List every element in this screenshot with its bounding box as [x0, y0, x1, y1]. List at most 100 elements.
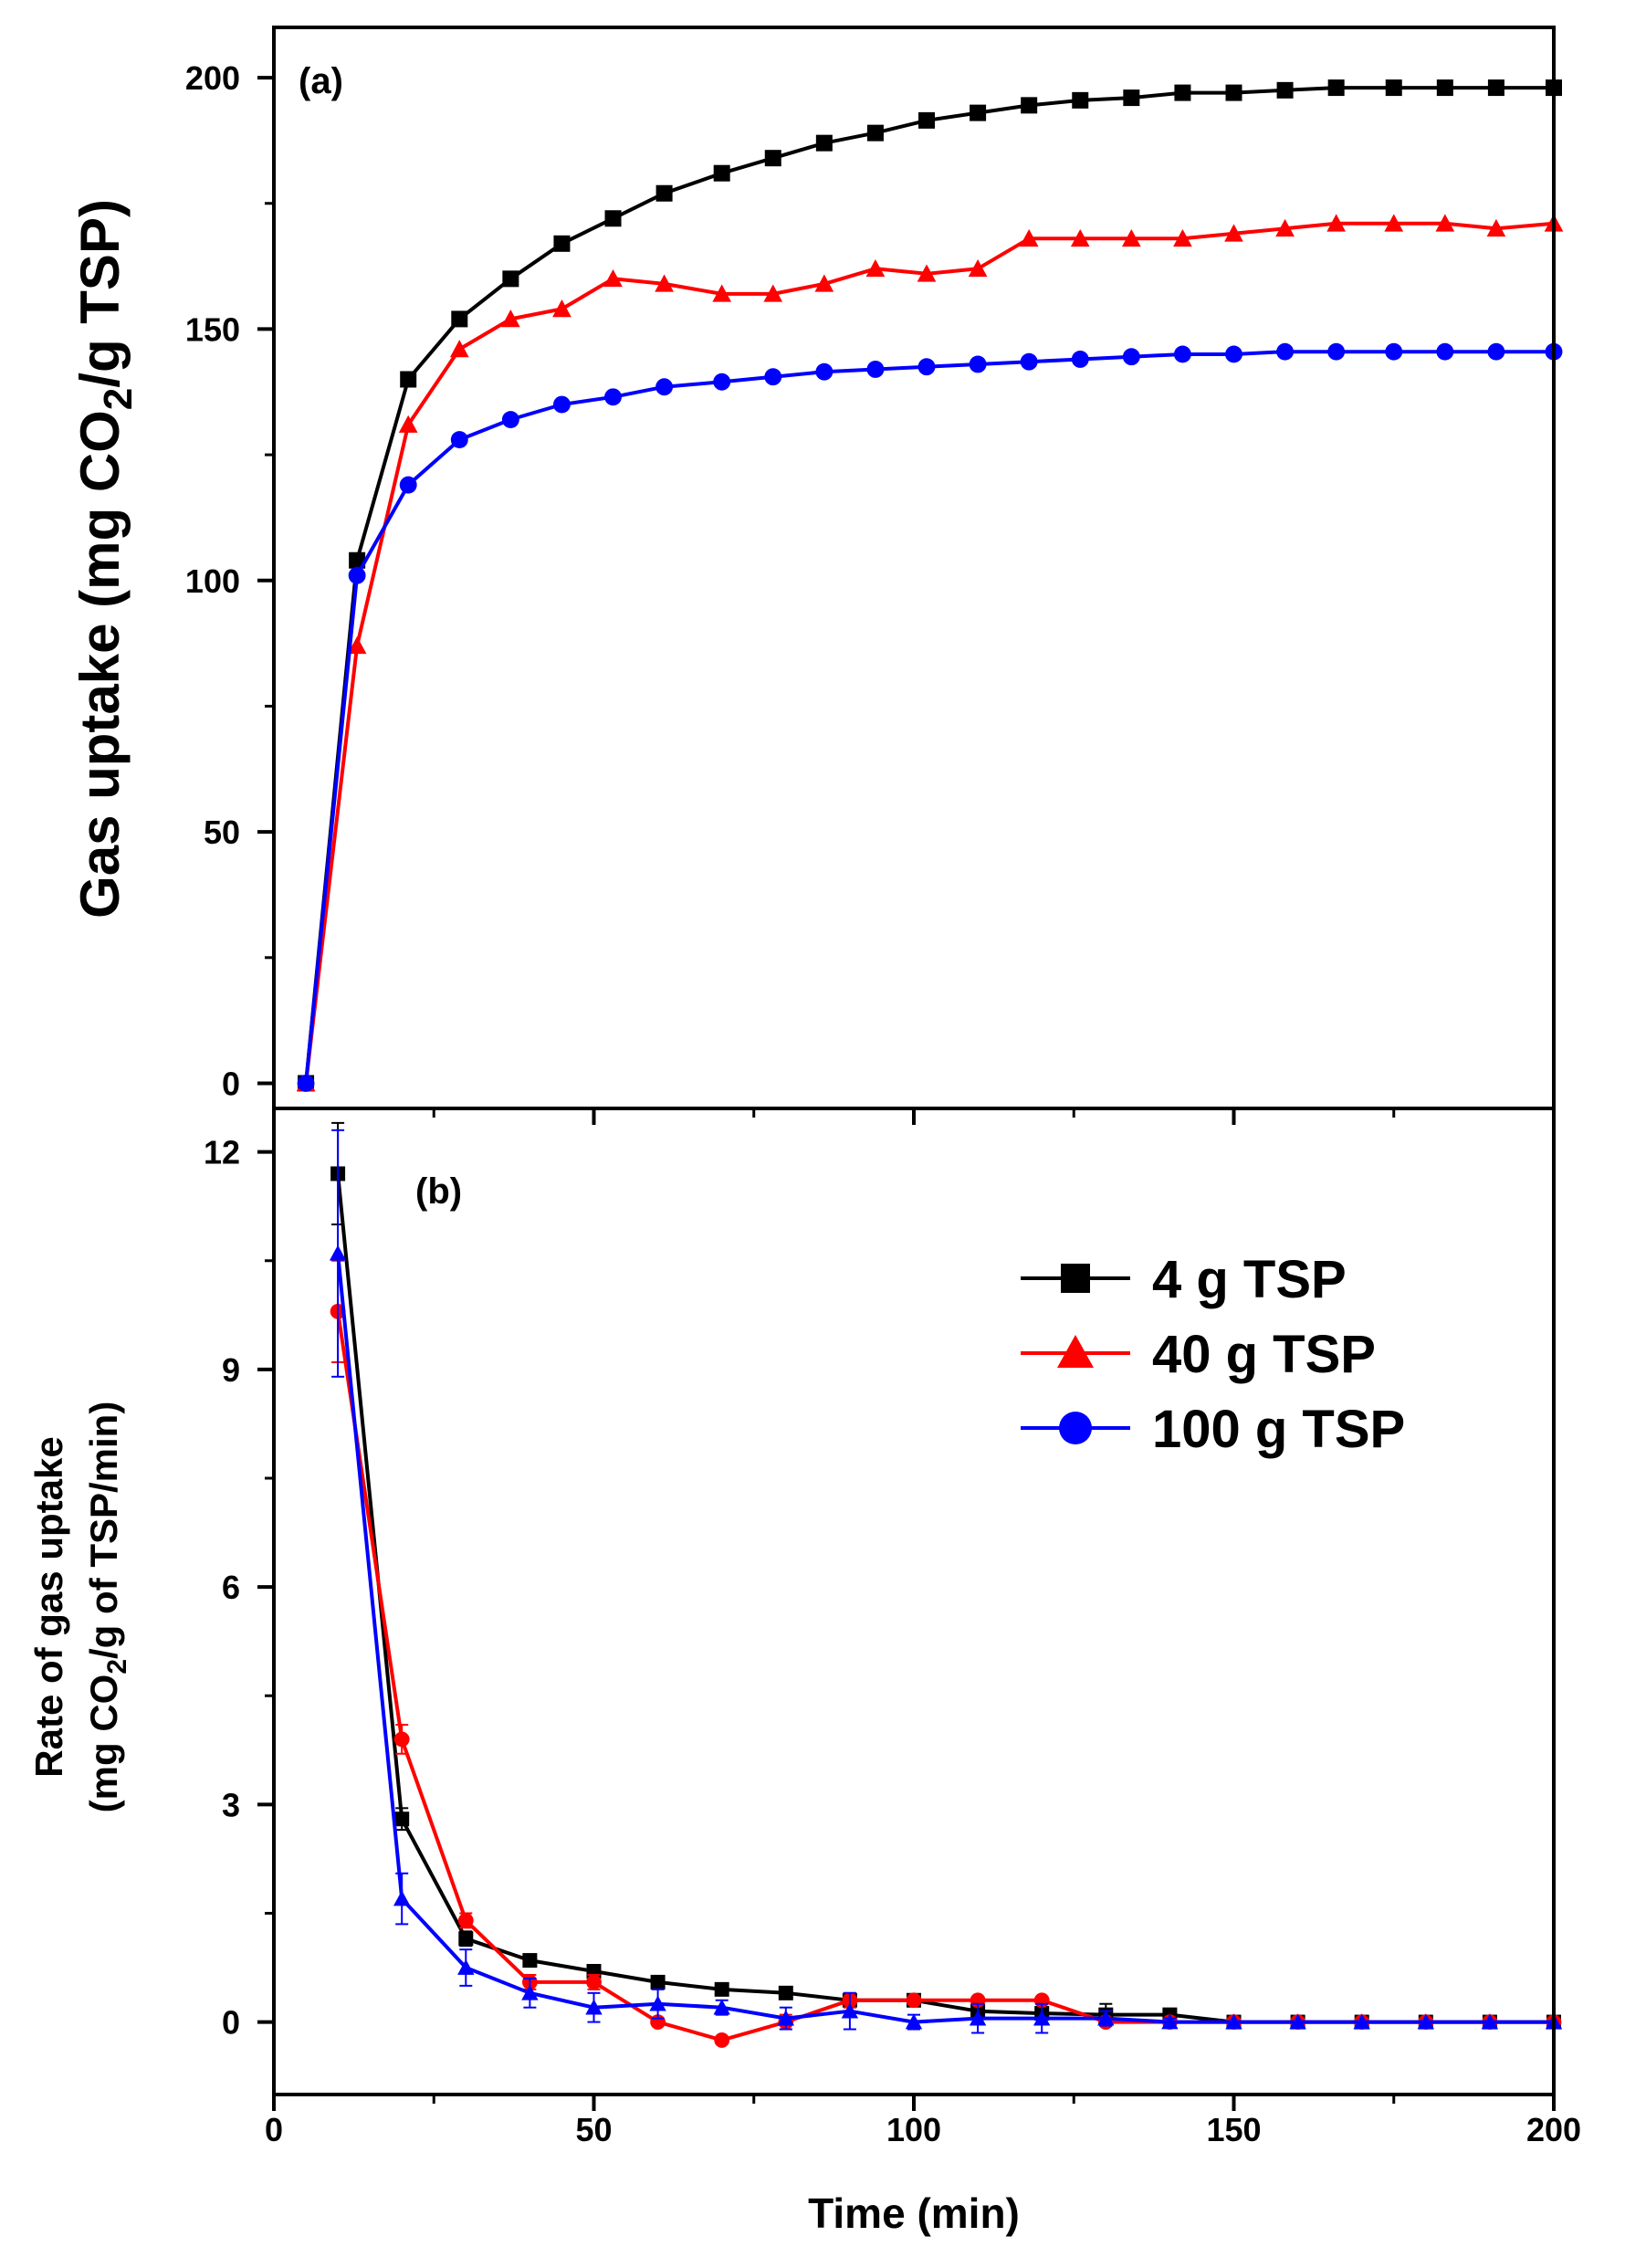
data-point-100-g-tsp [329, 1244, 347, 1261]
series-line-4-g-tsp [336, 1173, 1554, 2024]
data-point-100-g-tsp [585, 1999, 603, 2015]
data-point-100-g-tsp [917, 358, 936, 376]
legend-label-40g: 40 g TSP [1152, 1325, 1376, 1384]
data-point-100-g-tsp [1097, 2010, 1115, 2026]
panel-a-label: (a) [299, 61, 343, 101]
panel-b-x-tick-label: 200 [1526, 2111, 1581, 2148]
data-point-100-g-tsp [649, 1995, 666, 2011]
data-point-100-g-tsp [713, 1999, 730, 2015]
data-point-100-g-tsp [1161, 2013, 1179, 2030]
series-line-100-g-tsp [304, 350, 1554, 1084]
panel-b: (b) 0 3 6 9 12 0 50 100 150 200 Rate of … [27, 1107, 1581, 2237]
legend-label-100g: 100 g TSP [1152, 1400, 1405, 1459]
data-point-100-g-tsp [841, 2002, 859, 2019]
data-point-4-g-tsp [1225, 84, 1242, 101]
data-point-100-g-tsp [969, 2010, 987, 2026]
panel-a-ticks [257, 76, 1556, 1125]
data-point-40-g-tsp [457, 1913, 474, 1928]
data-point-40-g-tsp [552, 299, 571, 318]
data-point-40-g-tsp [347, 636, 367, 655]
data-point-4-g-tsp [1327, 79, 1345, 97]
panel-b-label: (b) [415, 1171, 462, 1212]
data-point-40-g-tsp [655, 274, 674, 292]
data-point-40-g-tsp [1326, 214, 1347, 232]
panel-a-series-4-g-tsp [298, 79, 1562, 1092]
data-point-40-g-tsp [603, 268, 623, 288]
panel-b-series-40-g-tsp [330, 1259, 1562, 2048]
data-point-100-g-tsp [777, 2010, 794, 2026]
panel-a-y-tick-label: 150 [185, 310, 240, 348]
data-point-100-g-tsp [297, 1075, 315, 1092]
data-point-100-g-tsp [393, 1890, 411, 1906]
data-point-4-g-tsp [764, 150, 781, 167]
data-point-4-g-tsp [502, 270, 519, 288]
data-point-4-g-tsp [778, 1985, 793, 2000]
data-point-100-g-tsp [521, 1984, 539, 2000]
data-point-40-g-tsp [586, 1974, 602, 1990]
data-point-40-g-tsp [865, 258, 886, 278]
data-point-40-g-tsp [1384, 214, 1404, 232]
panel-b-y-axis-title-part: /g of TSP/min) [82, 1402, 125, 1659]
data-point-100-g-tsp [450, 431, 468, 449]
panel-a-y-axis-title-part: Gas uptake (mg CO [69, 410, 131, 919]
data-point-100-g-tsp [553, 395, 571, 414]
data-point-100-g-tsp [1481, 2013, 1499, 2030]
data-point-4-g-tsp [970, 104, 987, 121]
data-point-100-g-tsp [969, 355, 987, 373]
data-point-40-g-tsp [1435, 214, 1455, 232]
data-point-100-g-tsp [815, 362, 833, 381]
data-point-4-g-tsp [1021, 97, 1038, 114]
data-point-100-g-tsp [1033, 2010, 1051, 2026]
data-point-40-g-tsp [1486, 218, 1506, 237]
x-axis-title: Time (min) [808, 2189, 1020, 2237]
data-point-40-g-tsp [712, 284, 732, 302]
data-point-40-g-tsp [1275, 218, 1295, 237]
data-point-40-g-tsp [393, 1731, 410, 1748]
data-point-4-g-tsp [400, 371, 417, 388]
data-point-100-g-tsp [1276, 342, 1295, 361]
panel-b-x-tick-labels: 0 50 100 150 200 [265, 2111, 1581, 2148]
data-point-40-g-tsp [714, 2032, 730, 2048]
data-point-4-g-tsp [866, 124, 884, 142]
data-point-100-g-tsp [1225, 2013, 1242, 2030]
panel-b-y-tick-label: 3 [222, 1786, 240, 1823]
data-point-100-g-tsp [1020, 352, 1038, 371]
panel-a-y-tick-labels: 0 50 100 150 200 [185, 59, 240, 1102]
data-point-100-g-tsp [348, 566, 366, 584]
panel-a: (a) 0 50 100 150 200 Gas uptake (mg CO2/… [69, 26, 1564, 1125]
data-point-4-g-tsp [1276, 81, 1294, 99]
data-point-100-g-tsp [399, 476, 417, 494]
panel-b-y-axis-title-part: (mg CO [82, 1675, 125, 1813]
legend-label-4g: 4 g TSP [1152, 1250, 1347, 1309]
data-point-4-g-tsp [1174, 84, 1191, 101]
panel-a-y-tick-label: 200 [185, 59, 240, 97]
data-point-40-g-tsp [906, 1992, 922, 2009]
panel-a-y-tick-label: 0 [222, 1065, 240, 1102]
data-point-40-g-tsp [449, 340, 469, 358]
data-point-100-g-tsp [1225, 345, 1242, 363]
data-point-40-g-tsp [1019, 228, 1039, 247]
series-line-4-g-tsp [304, 86, 1554, 1084]
data-point-4-g-tsp [553, 235, 571, 252]
panel-b-y-tick-labels: 0 3 6 9 12 [204, 1134, 240, 2042]
data-point-100-g-tsp [713, 373, 731, 391]
data-point-40-g-tsp [1224, 224, 1243, 242]
data-point-4-g-tsp [522, 1953, 538, 1969]
data-point-4-g-tsp [1385, 79, 1402, 97]
data-point-4-g-tsp [918, 111, 936, 129]
legend: 4 g TSP 40 g TSP 100 g TSP [1021, 1250, 1405, 1459]
panel-b-y-axis-title-subscript: 2 [102, 1659, 132, 1675]
panel-a-y-tick-label: 100 [185, 562, 240, 600]
panel-b-y-tick-label: 0 [222, 2004, 240, 2042]
data-point-4-g-tsp [1487, 79, 1504, 97]
panel-b-y-axis-title-line1: Rate of gas uptake [27, 1436, 70, 1777]
panel-b-series-4-g-tsp [330, 1121, 1561, 2030]
data-point-100-g-tsp [866, 361, 885, 378]
data-point-100-g-tsp [655, 378, 674, 396]
data-point-100-g-tsp [1487, 342, 1505, 361]
data-point-100-g-tsp [1436, 342, 1454, 361]
panel-b-ticks [257, 1150, 1556, 2111]
panel-a-frame [272, 26, 1556, 1110]
data-point-100-g-tsp [1122, 348, 1140, 366]
